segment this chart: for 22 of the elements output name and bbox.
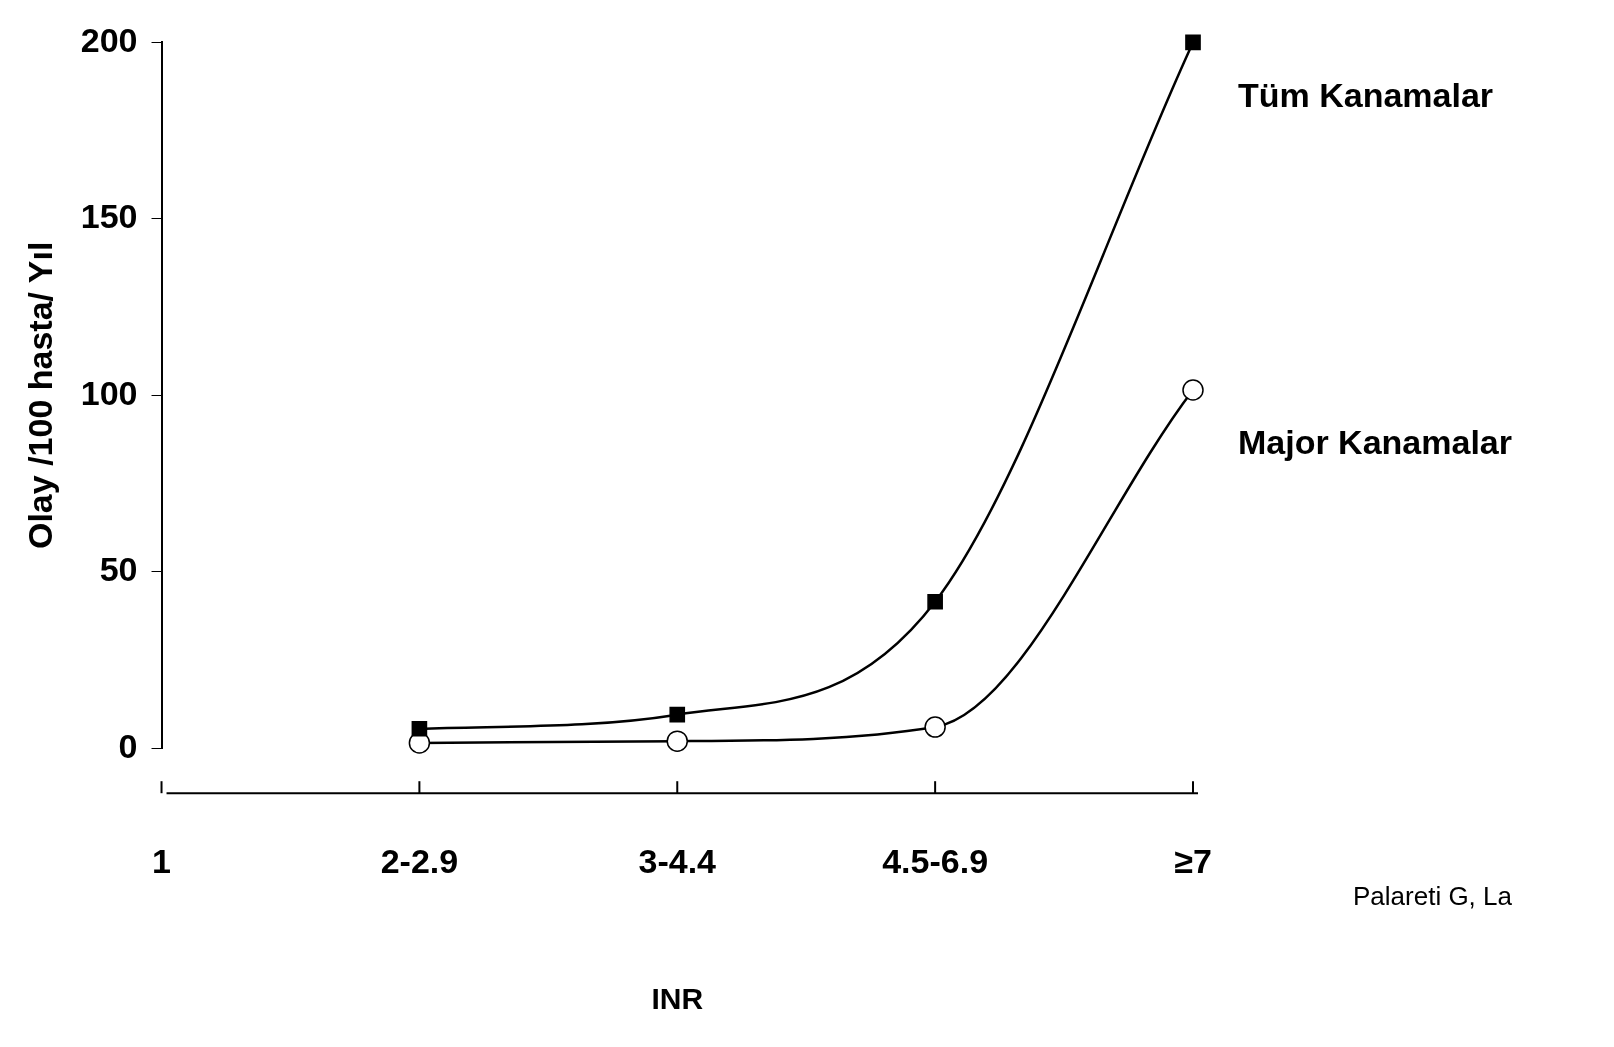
x-tick-label: 3-4.4 [638, 841, 717, 880]
series-label: Tüm Kanamalar [1238, 75, 1494, 114]
point [1182, 379, 1204, 401]
y-tick-label: 200 [80, 20, 138, 59]
x-tick-label: 2-2.9 [380, 841, 459, 880]
y-tick-label: 50 [99, 550, 138, 589]
y-axis-title: Olay /100 hasta/ Yıl [20, 241, 59, 550]
y-tick-label: 0 [118, 726, 138, 765]
point [1185, 34, 1201, 51]
x-tick-label: 4.5-6.9 [882, 841, 989, 880]
point [411, 720, 428, 737]
x-axis-title: INR [651, 982, 704, 1016]
text: Palareti G, La [1353, 881, 1513, 912]
series-label: Major Kanamalar [1238, 423, 1512, 462]
y-tick-label: 150 [80, 197, 138, 236]
x-tick-label: 1 [152, 841, 171, 880]
y-tick-label: 100 [80, 373, 138, 412]
x-tick-label: ≥7 [1174, 841, 1212, 880]
point [666, 730, 689, 752]
point [669, 706, 686, 723]
point [924, 716, 946, 738]
point [927, 593, 943, 610]
